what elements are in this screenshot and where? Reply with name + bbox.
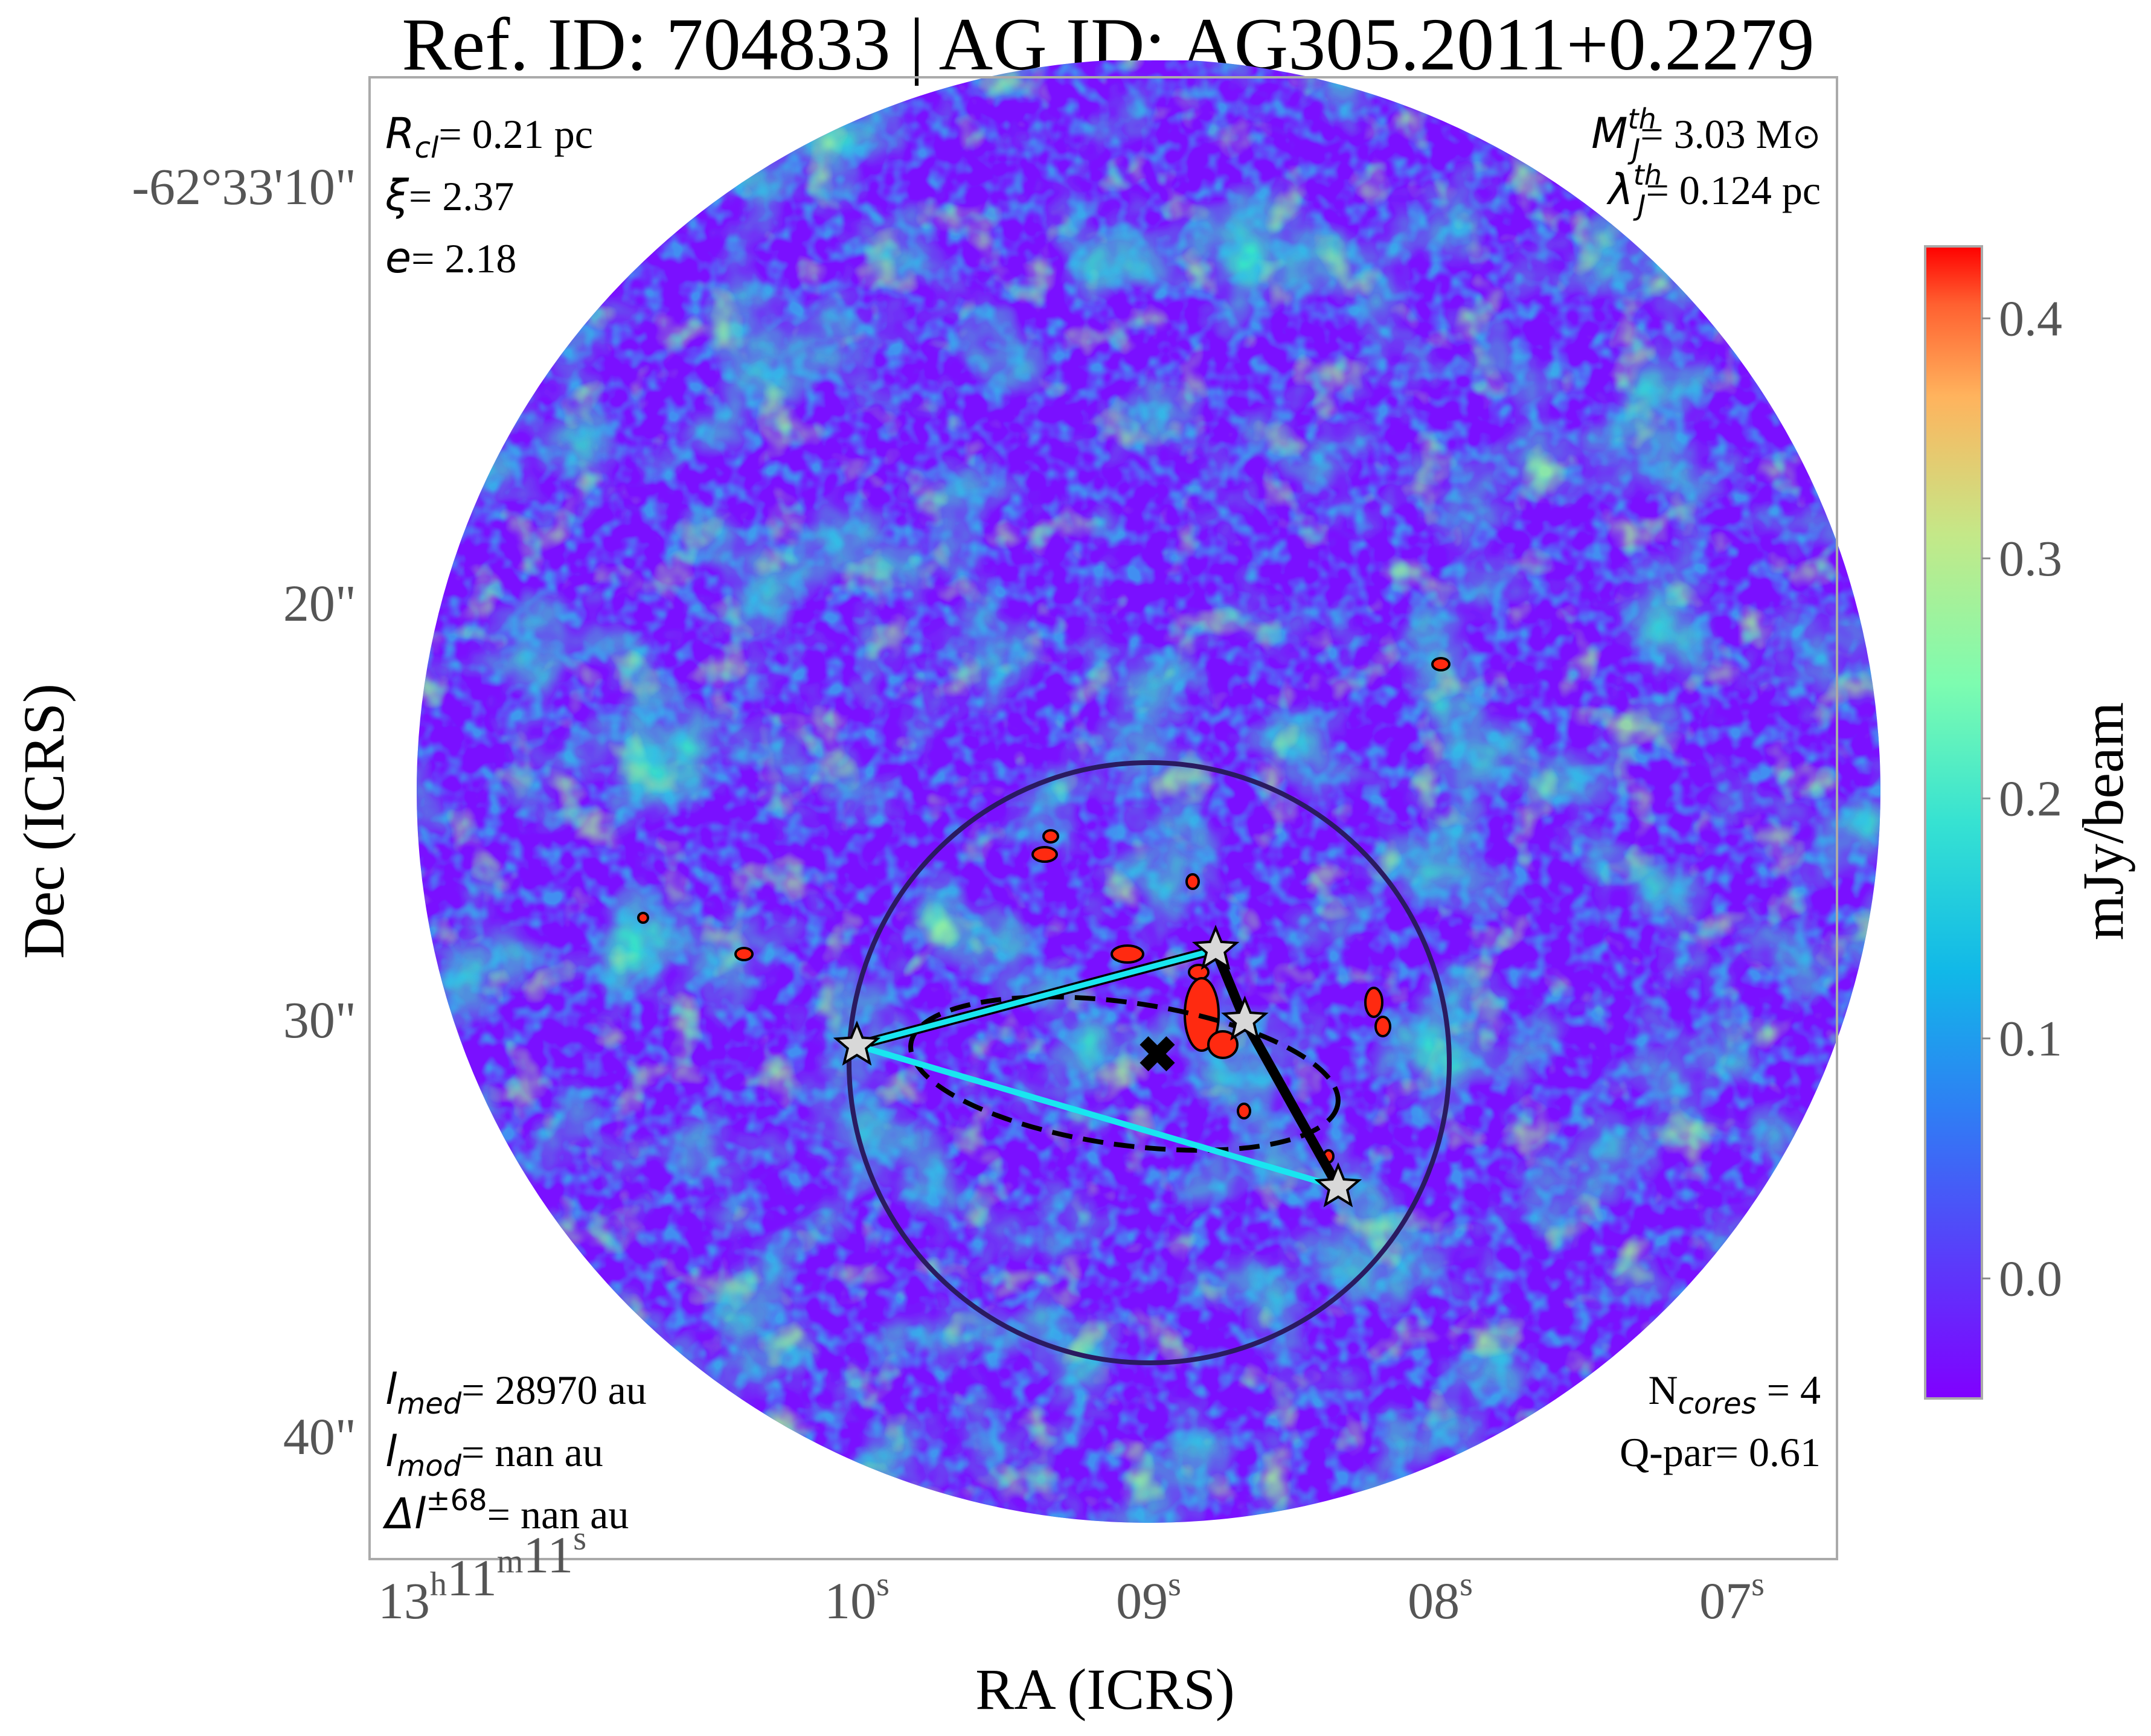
contour-blob xyxy=(1188,964,1210,981)
y-tick-label: 20" xyxy=(283,574,356,632)
map-emission-bright xyxy=(417,60,1880,1523)
core-star-marker xyxy=(1221,995,1269,1041)
x-tick-label: 09s xyxy=(1116,1566,1181,1630)
contour-blob xyxy=(1364,987,1383,1018)
annotation-bottom-left: Δl±68= nan au xyxy=(382,1484,629,1539)
contour-blobs xyxy=(637,657,1451,1164)
x-tick-label: 13h11m11s xyxy=(378,1520,586,1630)
contour-blob xyxy=(637,912,649,924)
x-tick-labels: 13h11m11s 10s 09s 08s 07s xyxy=(378,1520,1765,1630)
core-star-marker xyxy=(1191,924,1240,970)
annotation-top-right: λth J= 0.124 pc xyxy=(1606,159,1821,222)
contour-blob xyxy=(734,947,754,961)
colorbar-tick-label: 0.3 xyxy=(1999,531,2062,587)
contour-blob xyxy=(1207,1030,1239,1059)
mst-network xyxy=(833,924,1362,1208)
mst-edge xyxy=(1240,1016,1343,1192)
colorbar: 0.4 0.3 0.2 0.1 0.0 mJy/beam xyxy=(1924,245,2135,1400)
y-tick-label: 30" xyxy=(283,991,356,1049)
annotation-top-right: Mth J= 3.03 M⊙ xyxy=(1591,103,1821,165)
annotation-top-left: ξ= 2.37 xyxy=(385,171,514,220)
x-tick-label: 10s xyxy=(824,1566,890,1630)
colorbar-tick-label: 0.2 xyxy=(1999,770,2062,827)
colorbar-tick-label: 0.4 xyxy=(1999,290,2062,347)
colorbar-ticks: 0.4 0.3 0.2 0.1 0.0 xyxy=(1982,290,2062,1307)
colorbar-tick-label: 0.1 xyxy=(1999,1011,2062,1067)
colorbar-label: mJy/beam xyxy=(2071,702,2135,941)
y-tick-labels: -62°33'10" 20" 30" 40" xyxy=(132,158,356,1465)
x-tick-label: 08s xyxy=(1408,1566,1473,1630)
fit-ellipse xyxy=(908,995,1341,1153)
y-tick-label: -62°33'10" xyxy=(132,158,356,216)
contour-blob xyxy=(1185,873,1200,890)
mst-edge xyxy=(856,947,1217,1048)
annotation-top-left: Rcl= 0.21 pc xyxy=(385,109,593,165)
annotation-bottom-right: Ncores = 4 xyxy=(1649,1367,1821,1421)
contour-blob xyxy=(1031,846,1058,863)
plot-frame xyxy=(368,76,1838,1560)
contour-blob xyxy=(1374,1016,1391,1037)
annotation-bottom-right: Q-par= 0.61 xyxy=(1620,1429,1821,1475)
center-x-stroke xyxy=(1140,1036,1175,1072)
core-star-marker xyxy=(833,1020,881,1066)
y-axis-label: Dec (ICRS) xyxy=(11,684,76,959)
mst-edge xyxy=(856,1042,1339,1190)
x-axis-label: RA (ICRS) xyxy=(975,1657,1234,1722)
emission-map xyxy=(417,60,1880,1523)
contour-blob xyxy=(1237,1103,1251,1119)
annotation-bottom-left: lmod= nan au xyxy=(385,1427,603,1483)
contour-blob xyxy=(1042,829,1059,844)
colorbar-tick-label: 0.0 xyxy=(1999,1251,2062,1307)
contour-blob xyxy=(1111,944,1144,964)
annotation-top-left: e= 2.18 xyxy=(385,233,516,283)
annotation-bottom-left: lmed= 28970 au xyxy=(385,1365,647,1421)
contour-blob xyxy=(1431,657,1451,671)
clump-center-marker xyxy=(1140,1036,1175,1072)
colorbar-gradient xyxy=(1924,245,1983,1400)
core-star-marker xyxy=(1314,1162,1362,1208)
clump-circle xyxy=(847,760,1452,1365)
x-tick-label: 07s xyxy=(1699,1566,1765,1630)
y-tick-label: 40" xyxy=(283,1408,356,1465)
annotations: Rcl= 0.21 pc ξ= 2.37 e= 2.18 Mth J= 3.03 M⊙λ… xyxy=(382,103,1821,1539)
